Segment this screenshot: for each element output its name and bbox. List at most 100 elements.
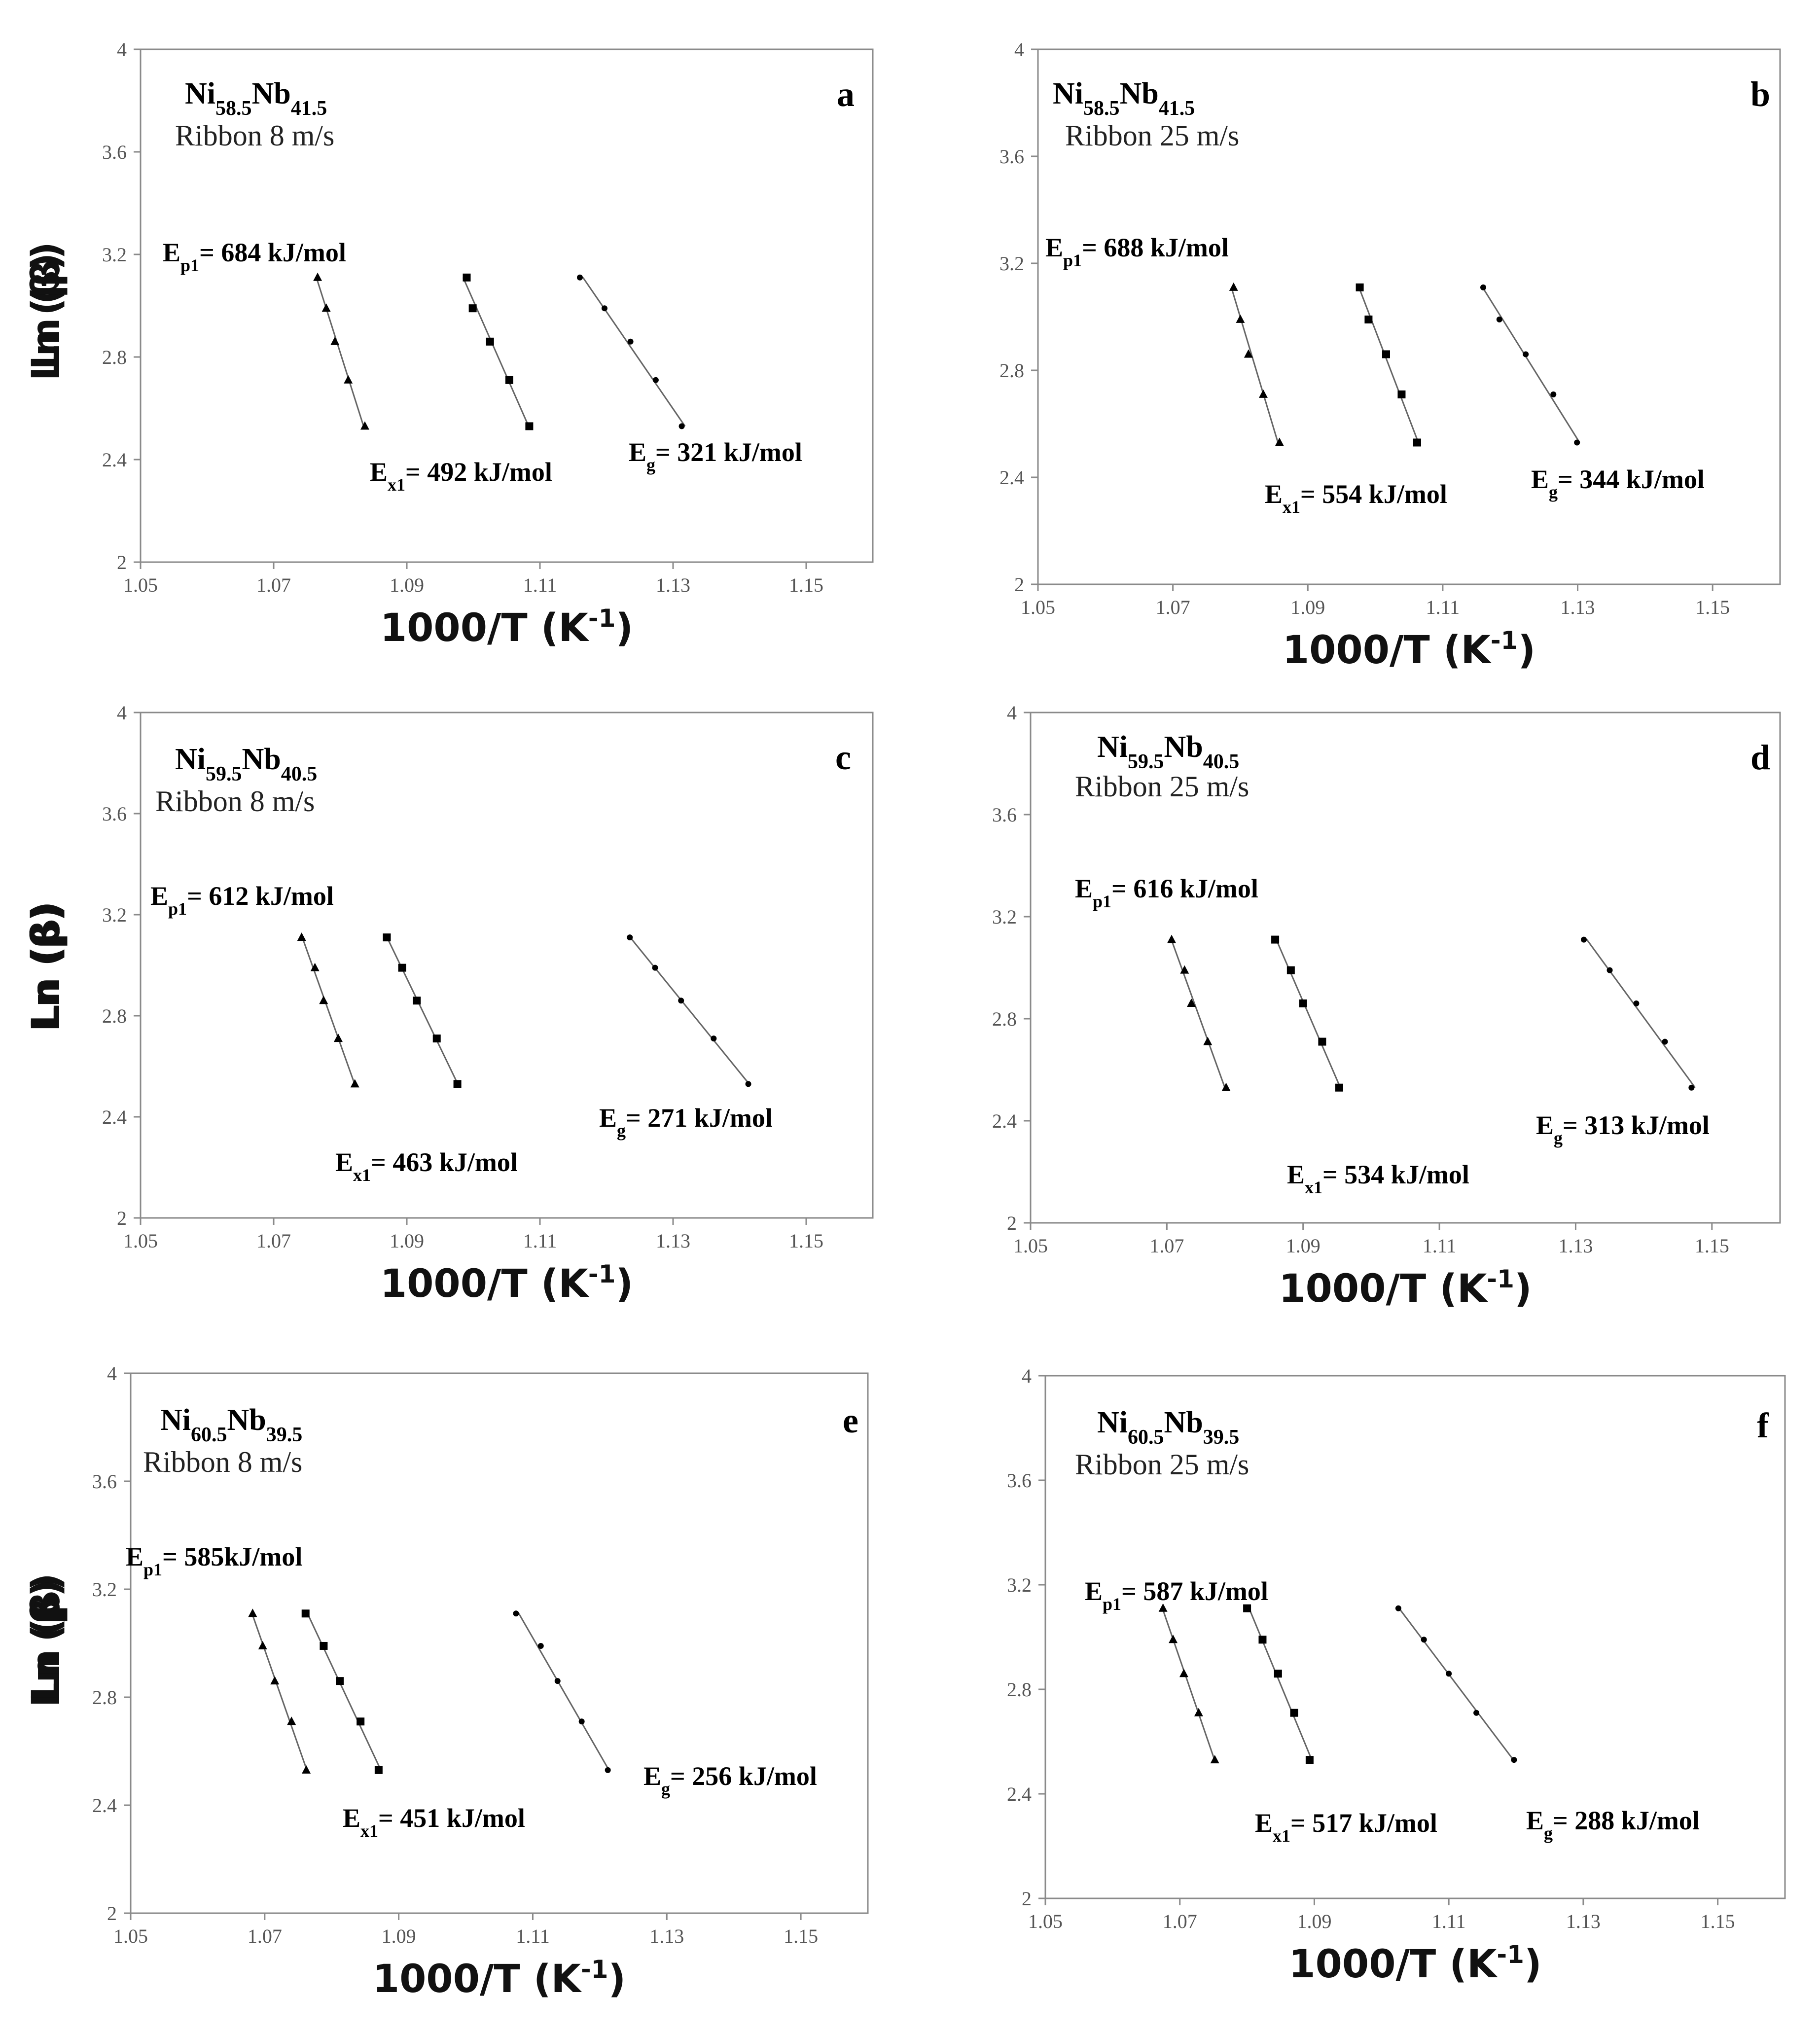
y-tick-label: 3.6 (102, 141, 127, 163)
data-point (1258, 389, 1268, 398)
panel-e: 1.05 1.07 1.09 1.11 1.13 1.15 2 2.4 2.8 3.2 3.6 4 10… (24, 1362, 869, 2001)
data-point (383, 933, 391, 942)
fit-line (462, 277, 530, 427)
data-point (1356, 283, 1364, 291)
panel-letter: d (1750, 738, 1770, 777)
x-axis-title: 1000/T (K-1) (380, 1260, 633, 1306)
data-point (330, 336, 340, 345)
y-tick-label: 2.4 (992, 1110, 1017, 1132)
x-tick-label: 1.11 (1432, 1910, 1466, 1932)
x-tick-label: 1.13 (1566, 1910, 1601, 1932)
alloy-composition-title: Ni58.5Nb41.5 (1053, 77, 1195, 120)
series-Ep1 (313, 272, 369, 430)
data-point (1473, 1710, 1480, 1716)
data-point (1194, 1708, 1203, 1716)
activation-energy-Ex1: Ex1= 554 kJ/mol (1265, 479, 1447, 517)
data-point (1606, 967, 1613, 973)
x-tick-label: 1.05 (123, 574, 158, 596)
plot-frame (140, 48, 874, 563)
activation-energy-Ex1: Ex1= 451 kJ/mol (343, 1803, 525, 1841)
data-point (1299, 999, 1307, 1007)
y-tick-label: 2 (1007, 1212, 1017, 1234)
x-tick-label: 1.11 (523, 1230, 557, 1252)
data-point (1318, 1037, 1326, 1046)
panel-letter: b (1750, 74, 1770, 114)
data-point (1203, 1036, 1213, 1045)
x-tick-label: 1.13 (656, 1230, 690, 1252)
activation-energy-Eg: Eg= 344 kJ/mol (1531, 464, 1705, 502)
fit-line (1398, 1607, 1514, 1761)
data-point (1290, 1709, 1298, 1717)
y-tick-label: 2.8 (1007, 1678, 1032, 1701)
data-point (1236, 314, 1245, 323)
fit-line (301, 937, 356, 1084)
fit-line (518, 1613, 610, 1771)
data-point (1229, 282, 1238, 291)
data-point (1395, 1605, 1401, 1611)
x-axis-title: 1000/T (K-1) (380, 604, 633, 650)
y-tick-label: 2 (107, 1902, 117, 1925)
ribbon-speed-label: Ribbon 25 m/s (1075, 1448, 1249, 1481)
ribbon-speed-label: Ribbon 8 m/s (143, 1446, 302, 1478)
y-tick-label: 3.6 (1007, 1469, 1032, 1492)
data-point (1382, 350, 1390, 358)
data-point (1574, 439, 1580, 446)
data-point (1158, 1603, 1168, 1612)
activation-energy-Ep1: Ep1= 684 kJ/mol (163, 238, 346, 275)
series-Ex1 (1243, 1604, 1314, 1764)
x-tick-label: 1.05 (123, 1230, 158, 1252)
data-point (711, 1035, 717, 1042)
series-Ep1 (1229, 282, 1284, 446)
data-point (1550, 391, 1557, 397)
data-point (1688, 1084, 1695, 1091)
data-point (678, 423, 685, 429)
data-point (486, 337, 494, 346)
data-point (1169, 1635, 1178, 1643)
series-Ep1 (1167, 934, 1231, 1091)
y-axis-title: Ln (β) (24, 242, 69, 370)
x-tick-label: 1.09 (390, 1230, 424, 1252)
series-Ep1 (1158, 1603, 1219, 1764)
activation-energy-Ep1: Ep1= 612 kJ/mol (150, 881, 334, 919)
activation-energy-Ep1: Ep1= 585kJ/mol (126, 1542, 302, 1579)
series-Ex1 (462, 273, 534, 430)
y-tick-label: 3.2 (102, 244, 127, 266)
data-point (344, 375, 353, 384)
ribbon-speed-label: Ribbon 8 m/s (175, 119, 334, 152)
y-tick-label: 2 (1022, 1888, 1032, 1910)
x-tick-label: 1.07 (256, 1230, 291, 1252)
x-tick-label: 1.07 (256, 574, 291, 596)
series-Ep1 (248, 1608, 311, 1774)
y-tick-label: 4 (1007, 702, 1017, 724)
fit-line (629, 937, 750, 1085)
series-Eg (627, 934, 751, 1087)
y-tick-label: 2.8 (992, 1008, 1017, 1030)
alloy-composition-title: Ni59.5Nb40.5 (175, 743, 317, 785)
data-point (652, 964, 658, 971)
activation-energy-Ex1: Ex1= 534 kJ/mol (1287, 1160, 1469, 1197)
data-point (350, 1079, 359, 1088)
y-tick-label: 2.4 (1007, 1783, 1032, 1805)
y-tick-label: 2.8 (102, 346, 127, 368)
data-point (1244, 349, 1253, 358)
panel-letter: a (837, 74, 855, 114)
data-point (1581, 936, 1587, 943)
x-tick-label: 1.05 (113, 1925, 148, 1947)
data-point (577, 274, 583, 281)
y-tick-label: 4 (1014, 38, 1024, 61)
y-tick-label: 2.8 (102, 1005, 127, 1027)
data-point (333, 1034, 343, 1042)
data-point (1275, 437, 1284, 446)
data-point (1167, 934, 1177, 943)
data-point (310, 963, 320, 971)
y-tick-label: 4 (117, 38, 127, 61)
y-tick-label: 3.6 (999, 145, 1024, 168)
panel-letter: f (1757, 1406, 1769, 1445)
data-point (270, 1676, 280, 1685)
data-point (1511, 1757, 1517, 1763)
data-point (1480, 284, 1486, 290)
plot-frame (1044, 1375, 1786, 1899)
fit-line (1162, 1608, 1215, 1760)
data-point (313, 272, 322, 281)
